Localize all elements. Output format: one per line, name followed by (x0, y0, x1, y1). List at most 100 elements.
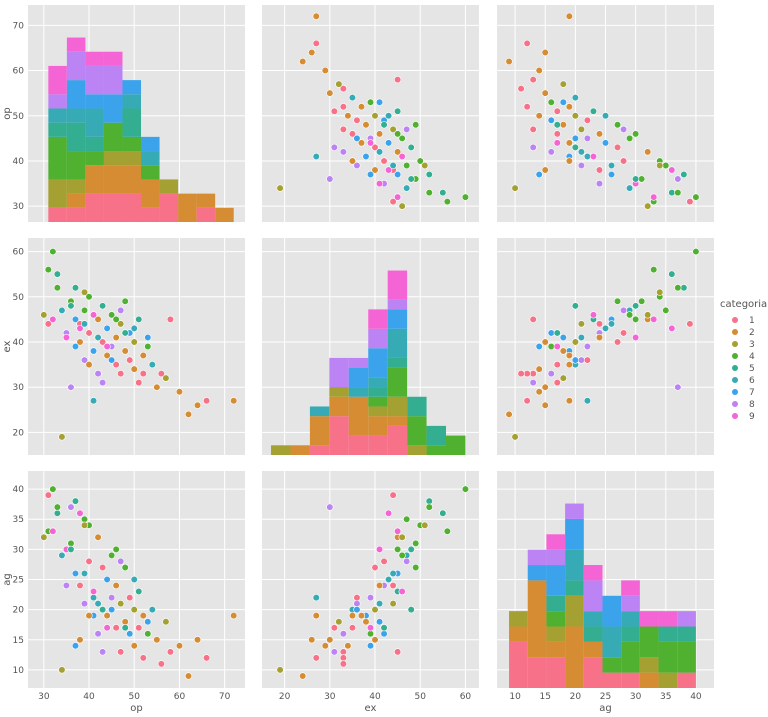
scatter-point (583, 152, 592, 161)
scatter-point (121, 624, 129, 632)
scatter-point (80, 306, 89, 314)
hist-bar-cat-8 (368, 328, 388, 349)
scatter-point (461, 485, 470, 493)
hist-bar-cat-2 (66, 193, 86, 208)
scatter-point (130, 606, 138, 614)
scatter-point (44, 491, 52, 499)
hist-bar-cat-3 (387, 396, 408, 417)
x-tick-label: 35 (660, 692, 671, 702)
scatter-point (398, 152, 406, 161)
scatter-point (389, 161, 397, 170)
scatter-point (632, 175, 640, 183)
scatter-point (130, 575, 138, 584)
scatter-point (384, 575, 393, 584)
y-tick-label: 10 (13, 666, 25, 676)
y-tick-label: 30 (13, 545, 25, 555)
panel-op-op (28, 5, 245, 222)
scatter-point (553, 329, 561, 337)
scatter-point (389, 569, 397, 578)
scatter-point (632, 302, 640, 310)
scatter-point (398, 551, 406, 559)
hist-bar-cat-8 (565, 503, 584, 519)
scatter-point (686, 320, 694, 328)
scatter-point (613, 297, 622, 305)
scatter-point (595, 320, 604, 328)
x-tick-label: 50 (129, 692, 141, 702)
scatter-point (157, 370, 165, 378)
scatter-point (139, 612, 147, 620)
scatter-point (380, 624, 388, 632)
x-tick-label: 20 (279, 692, 291, 702)
scatter-point (398, 533, 406, 541)
scatter-point (80, 515, 89, 523)
hist-bar-cat-5 (658, 626, 678, 642)
scatter-point (144, 618, 152, 626)
hist-bar-cat-1 (621, 672, 640, 688)
scatter-point (619, 329, 628, 337)
scatter-point (67, 539, 75, 547)
scatter-point (595, 130, 604, 138)
y-tick-label: 20 (13, 606, 25, 616)
scatter-point (117, 557, 125, 566)
legend-marker (732, 413, 738, 419)
scatter-point (505, 410, 513, 418)
scatter-point (626, 134, 634, 142)
hist-bar-cat-8 (621, 595, 640, 612)
scatter-point (348, 130, 357, 138)
hist-bar-cat-5 (368, 387, 388, 397)
scatter-point (112, 545, 120, 553)
hist-bar-cat-2 (583, 641, 603, 658)
scatter-point (330, 107, 338, 115)
scatter-point (357, 103, 366, 111)
scatter-point (680, 170, 688, 179)
scatter-point (380, 121, 388, 129)
scatter-point (326, 503, 334, 511)
scatter-point (366, 170, 375, 179)
scatter-point (535, 388, 543, 396)
scatter-point (312, 593, 320, 602)
hist-bar-cat-2 (309, 416, 330, 446)
scatter-point (71, 642, 80, 650)
y-tick-label: 40 (13, 338, 25, 348)
scatter-point (529, 370, 537, 378)
scatter-point (439, 509, 447, 517)
scatter-point (607, 320, 616, 328)
scatter-point (353, 606, 361, 614)
scatter-point (559, 333, 567, 342)
scatter-point (571, 134, 579, 142)
scatter-point (389, 600, 397, 608)
scatter-point (626, 184, 634, 192)
scatter-point (339, 660, 347, 668)
scatter-point (89, 311, 98, 319)
scatter-point (49, 315, 57, 323)
scatter-point (559, 121, 567, 129)
scatter-point (98, 648, 107, 656)
scatter-point (403, 161, 411, 170)
scatter-point (547, 329, 555, 337)
hist-bar-cat-1 (103, 193, 123, 222)
scatter-point (126, 356, 134, 364)
scatter-point (650, 315, 658, 323)
legend-marker (732, 377, 738, 383)
x-tick-label: 30 (630, 692, 642, 702)
scatter-point (583, 134, 592, 142)
hist-bar-cat-4 (85, 151, 104, 166)
scatter-point (505, 57, 513, 66)
scatter-point (412, 563, 420, 572)
y-tick-label: 20 (13, 428, 25, 438)
hist-bar-cat-8 (348, 357, 369, 368)
scatter-point (589, 107, 598, 115)
scatter-point (94, 533, 102, 541)
scatter-point (541, 401, 549, 409)
scatter-point (412, 539, 420, 547)
scatter-point (348, 612, 357, 620)
hist-bar-cat-2 (329, 396, 349, 417)
scatter-point (375, 148, 384, 156)
hist-bar-cat-9 (85, 51, 104, 66)
scatter-point (394, 148, 402, 156)
scatter-point (326, 175, 334, 183)
scatter-point (403, 557, 411, 566)
scatter-point (650, 266, 658, 274)
scatter-point (339, 85, 347, 93)
scatter-point (71, 497, 80, 505)
